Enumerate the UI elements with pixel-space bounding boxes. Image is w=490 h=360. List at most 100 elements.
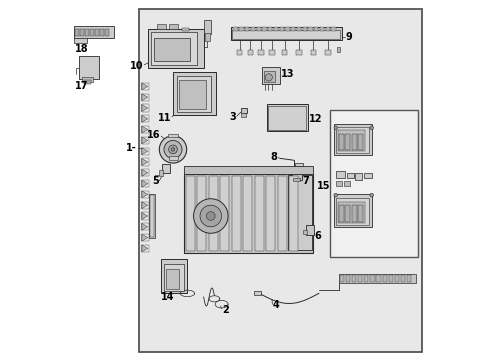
Bar bbox=[346, 173, 354, 178]
Text: 16: 16 bbox=[147, 130, 160, 140]
Bar bbox=[345, 134, 350, 150]
Bar bbox=[239, 27, 244, 31]
Bar bbox=[325, 50, 331, 55]
Bar bbox=[282, 50, 288, 55]
Bar bbox=[255, 176, 264, 251]
Bar bbox=[257, 27, 261, 31]
Bar bbox=[334, 194, 372, 227]
Text: 14: 14 bbox=[161, 292, 174, 302]
Text: 1-: 1- bbox=[126, 143, 137, 153]
Polygon shape bbox=[142, 158, 148, 166]
Bar bbox=[74, 38, 87, 43]
Text: 5: 5 bbox=[152, 176, 159, 186]
Bar bbox=[407, 275, 411, 282]
Text: 2: 2 bbox=[222, 305, 229, 315]
Bar bbox=[75, 29, 79, 36]
Bar bbox=[142, 180, 149, 187]
Circle shape bbox=[265, 74, 272, 81]
Bar bbox=[205, 33, 210, 41]
Bar bbox=[243, 176, 252, 251]
Polygon shape bbox=[142, 202, 148, 209]
Bar bbox=[142, 148, 149, 155]
Bar bbox=[142, 158, 149, 166]
Bar bbox=[258, 50, 264, 55]
Bar bbox=[274, 27, 278, 31]
Bar bbox=[84, 80, 91, 84]
Bar bbox=[100, 29, 104, 36]
Bar bbox=[204, 20, 211, 34]
Bar bbox=[142, 94, 149, 101]
Circle shape bbox=[370, 126, 373, 130]
Bar bbox=[308, 27, 313, 31]
Bar bbox=[142, 126, 149, 133]
Bar bbox=[142, 223, 149, 230]
Bar bbox=[231, 27, 342, 40]
Bar bbox=[364, 173, 372, 178]
Bar bbox=[339, 274, 416, 283]
Polygon shape bbox=[142, 126, 148, 133]
Bar bbox=[268, 106, 306, 130]
Bar bbox=[262, 27, 267, 31]
Bar bbox=[142, 104, 149, 112]
Bar bbox=[383, 275, 387, 282]
Text: 9: 9 bbox=[346, 32, 352, 42]
Polygon shape bbox=[142, 115, 148, 122]
Bar bbox=[336, 171, 345, 178]
Circle shape bbox=[169, 145, 177, 154]
Bar bbox=[142, 137, 149, 144]
Polygon shape bbox=[142, 104, 148, 112]
Bar bbox=[105, 29, 109, 36]
Text: 15: 15 bbox=[317, 181, 330, 191]
Bar bbox=[176, 76, 211, 112]
Bar bbox=[232, 30, 340, 39]
Polygon shape bbox=[142, 180, 148, 187]
Bar bbox=[352, 275, 356, 282]
Bar bbox=[179, 80, 206, 109]
Bar bbox=[297, 27, 301, 31]
Bar bbox=[285, 27, 290, 31]
Circle shape bbox=[334, 126, 338, 130]
Polygon shape bbox=[142, 223, 148, 230]
Bar bbox=[389, 275, 393, 282]
Text: 7: 7 bbox=[303, 176, 309, 186]
Bar bbox=[352, 134, 357, 150]
Bar bbox=[142, 234, 149, 241]
Bar bbox=[358, 134, 363, 150]
Polygon shape bbox=[142, 245, 148, 252]
Bar bbox=[242, 113, 245, 117]
Bar bbox=[173, 72, 216, 115]
Bar bbox=[247, 50, 253, 55]
Polygon shape bbox=[142, 148, 148, 155]
Bar bbox=[303, 230, 307, 234]
Polygon shape bbox=[142, 83, 148, 90]
Bar bbox=[237, 50, 243, 55]
Bar bbox=[339, 134, 343, 150]
Bar bbox=[370, 275, 374, 282]
Bar bbox=[395, 275, 399, 282]
Bar bbox=[346, 275, 350, 282]
Bar bbox=[142, 245, 149, 252]
Bar bbox=[314, 27, 319, 31]
Bar bbox=[345, 205, 350, 222]
Text: 11: 11 bbox=[158, 113, 171, 123]
Bar bbox=[169, 156, 178, 160]
Polygon shape bbox=[142, 137, 148, 144]
Bar bbox=[157, 24, 166, 29]
Polygon shape bbox=[142, 94, 148, 101]
Circle shape bbox=[194, 199, 228, 233]
Bar bbox=[151, 32, 197, 65]
Polygon shape bbox=[142, 169, 148, 176]
Bar bbox=[330, 110, 418, 257]
Bar bbox=[220, 176, 229, 251]
Bar bbox=[340, 275, 344, 282]
Bar bbox=[186, 176, 195, 251]
Circle shape bbox=[370, 193, 373, 197]
Bar bbox=[336, 198, 369, 225]
Bar bbox=[344, 181, 350, 186]
Bar bbox=[269, 50, 275, 55]
Bar bbox=[262, 67, 280, 84]
Text: 18: 18 bbox=[75, 44, 89, 54]
Bar bbox=[338, 130, 365, 151]
Bar bbox=[288, 175, 312, 250]
Bar bbox=[142, 83, 149, 90]
